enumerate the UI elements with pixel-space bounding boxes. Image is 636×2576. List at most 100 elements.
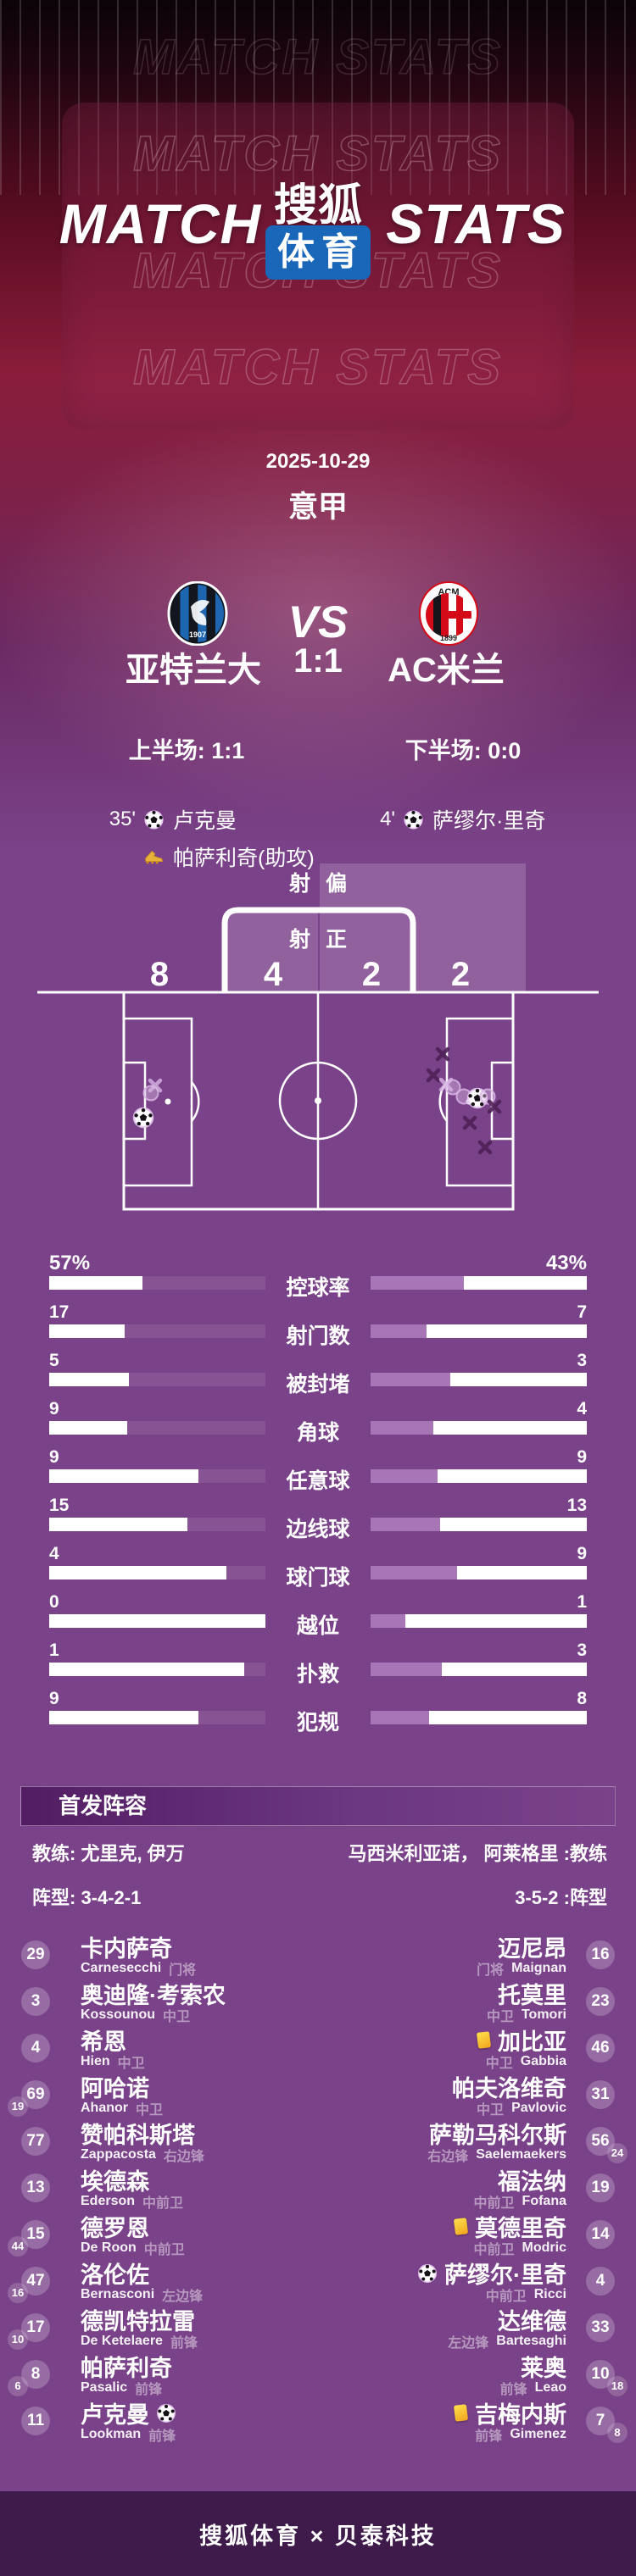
yellow-card-icon (476, 2031, 492, 2049)
player-position: 中前卫 (143, 2243, 185, 2257)
home-stat-bar (49, 1324, 265, 1338)
player-en-name: Ahanor (81, 2101, 128, 2115)
home-stat-value: 57% (49, 1252, 91, 1274)
player-position: 右边锋 (163, 2150, 204, 2164)
home-lineup-list: 29 卡内萨奇 Carnesecchi 门将 3 奥迪隆·考索农 Kossounou 中卫 4 希… (0, 1932, 318, 2445)
player-name: 卢克曼 (81, 2402, 149, 2428)
away-stat-bar (371, 1566, 587, 1579)
away-team-badge-icon: ACM 1899 (416, 581, 481, 646)
player-en-name: Fofana (522, 2194, 566, 2208)
player-name: 萨缪尔·里奇 (444, 2262, 566, 2288)
player-en-name: Lookman (81, 2427, 142, 2441)
player-en-name: Zappacosta (81, 2147, 156, 2162)
player-position: 左边锋 (448, 2336, 489, 2351)
player-position: 中前卫 (142, 2196, 184, 2211)
player-en-name: Leao (534, 2380, 566, 2395)
home-stat-bar (49, 1614, 265, 1628)
home-stat-value: 1 (49, 1641, 59, 1660)
miss-marker-icon (462, 1115, 477, 1130)
home-formation: 阵型: 3-4-2-1 (32, 1887, 142, 1908)
goal-ball-icon (403, 809, 423, 830)
lineup-section-header: 首发阵容 (20, 1786, 616, 1826)
player-position: 前锋 (475, 2429, 503, 2444)
miss-marker-icon (477, 1140, 493, 1155)
shot-marker-icon (479, 1088, 496, 1105)
home-stat-bar (49, 1711, 265, 1724)
away-stat-value: 4 (577, 1399, 587, 1418)
player-en-name: Saelemaekers (476, 2147, 566, 2162)
first-half-score: 上半场: 1:1 (128, 738, 245, 763)
home-team-badge-icon: 1907 (165, 580, 230, 647)
svg-text:1907: 1907 (189, 630, 206, 639)
player-name: 莫德里奇 (475, 2216, 566, 2241)
away-stat-bar (371, 1373, 587, 1386)
stat-label: 球门球 (286, 1566, 350, 1590)
shirt-number-badge: 10 (586, 2360, 615, 2389)
home-stat-value: 17 (49, 1302, 70, 1322)
goal-event: 4' 萨缪尔·里奇 (365, 805, 545, 834)
substitute-number-badge: 18 (607, 2376, 628, 2396)
away-stat-bar (371, 1614, 587, 1628)
away-stat-value: 3 (577, 1641, 587, 1660)
goal-marker-icon (132, 1107, 154, 1129)
away-stat-value: 7 (577, 1302, 587, 1322)
player-en-name: Bartesaghi (496, 2334, 566, 2348)
assist-name: 帕萨利奇(助攻) (173, 847, 315, 870)
player-position: 左边锋 (162, 2290, 204, 2304)
player-en-name: Pasalic (81, 2380, 128, 2395)
player-en-name: Ricci (533, 2287, 566, 2301)
player-en-name: Maignan (511, 1961, 566, 1975)
shot-marker-icon (142, 1085, 159, 1102)
player-position: 门将 (477, 1963, 505, 1978)
player-row: 3 奥迪隆·考索农 Kossounou 中卫 (0, 1979, 318, 2025)
home-stat-value: 9 (49, 1399, 59, 1418)
player-row: 4 萨缪尔·里奇 中前卫 Ricci (318, 2258, 636, 2305)
stat-label: 犯规 (296, 1711, 339, 1735)
player-position: 前锋 (135, 2383, 163, 2397)
final-score: 1:1 (293, 642, 343, 680)
home-stat-bar (49, 1518, 265, 1531)
home-stat-bar (49, 1276, 265, 1290)
away-on-target-count: 2 (362, 956, 381, 993)
player-en-name: Bernasconi (81, 2287, 155, 2301)
header-background: MATCH STATS MATCH STATS MATCH STATS MATC… (0, 0, 636, 870)
home-on-target-panel (227, 910, 318, 992)
home-stat-bar (49, 1663, 265, 1676)
player-name: 奥迪隆·考索农 (81, 1983, 226, 2008)
watermark-text: MATCH STATS (132, 125, 503, 182)
shirt-number-badge: 31 (586, 2080, 615, 2109)
scorer-name: 卢克曼 (173, 809, 237, 833)
shirt-number-badge: 7 (586, 2407, 615, 2435)
player-name: 托莫里 (498, 1983, 566, 2008)
away-stat-value: 3 (577, 1351, 587, 1370)
player-name: 帕夫洛维奇 (452, 2076, 566, 2101)
vs-label: VS (287, 597, 349, 647)
home-stat-bar (49, 1421, 265, 1435)
shirt-number-badge: 8 (21, 2360, 50, 2389)
home-stat-bar (49, 1566, 265, 1579)
substitute-number-badge: 24 (607, 2143, 628, 2163)
shirt-number-badge: 17 (21, 2313, 50, 2342)
footer-credit: 搜狐体育 × 贝泰科技 (199, 2523, 437, 2549)
home-stat-value: 9 (49, 1689, 59, 1708)
player-name: 德凯特拉雷 (81, 2309, 195, 2334)
home-coach: 教练: 尤里克, 伊万 (32, 1843, 185, 1864)
stat-label: 射门数 (286, 1324, 350, 1348)
miss-marker-icon (148, 1078, 163, 1093)
player-name: 卡内萨奇 (81, 1936, 172, 1962)
player-en-name: Hien (81, 2054, 110, 2068)
substitute-number-badge: 16 (8, 2283, 28, 2303)
home-off-target-count: 8 (150, 956, 169, 993)
player-position: 门将 (169, 1963, 197, 1978)
player-name: 德罗恩 (81, 2216, 149, 2241)
shirt-number-badge: 19 (586, 2174, 615, 2202)
shirt-number-badge: 56 (586, 2127, 615, 2156)
player-position: 中前卫 (473, 2196, 515, 2211)
home-on-target-count: 4 (264, 956, 283, 993)
player-name: 赞帕科斯塔 (81, 2123, 195, 2148)
home-stat-bar (49, 1469, 265, 1483)
player-row: 15 44 德罗恩 De Roon 中前卫 (0, 2212, 318, 2258)
miss-marker-icon (487, 1099, 502, 1114)
miss-marker-icon (426, 1068, 441, 1083)
